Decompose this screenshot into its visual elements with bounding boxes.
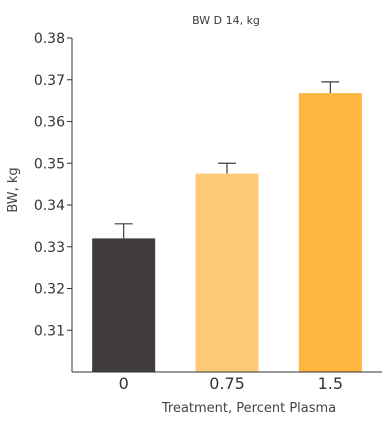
bars-layer — [92, 93, 362, 373]
error-bars-layer — [114, 81, 340, 239]
y-tick-label: 0.33 — [34, 240, 65, 256]
bar-1.5 — [298, 93, 362, 373]
y-tick-label: 0.36 — [34, 115, 65, 131]
y-tick-label: 0.37 — [34, 73, 65, 89]
y-tick-label: 0.31 — [34, 323, 65, 339]
x-axis-label: Treatment, Percent Plasma — [161, 401, 336, 416]
y-axis-label: BW, kg — [6, 167, 21, 212]
bar-0 — [92, 238, 156, 372]
y-tick-label: 0.34 — [34, 198, 65, 214]
x-tick-label: 0.75 — [209, 374, 245, 393]
y-ticks-layer: 0.31 0.32 0.33 0.34 0.35 0.36 0.37 0.38 — [34, 31, 72, 339]
x-tick-label: 1.5 — [318, 374, 343, 393]
y-tick-label: 0.35 — [34, 156, 65, 172]
bar-0.75 — [195, 173, 259, 372]
y-tick-label: 0.38 — [34, 31, 65, 47]
x-labels-layer: 0 0.75 1.5 — [119, 374, 343, 393]
y-tick-label: 0.32 — [34, 282, 65, 298]
chart-title: BW D 14, kg — [192, 14, 260, 27]
x-tick-label: 0 — [119, 374, 129, 393]
